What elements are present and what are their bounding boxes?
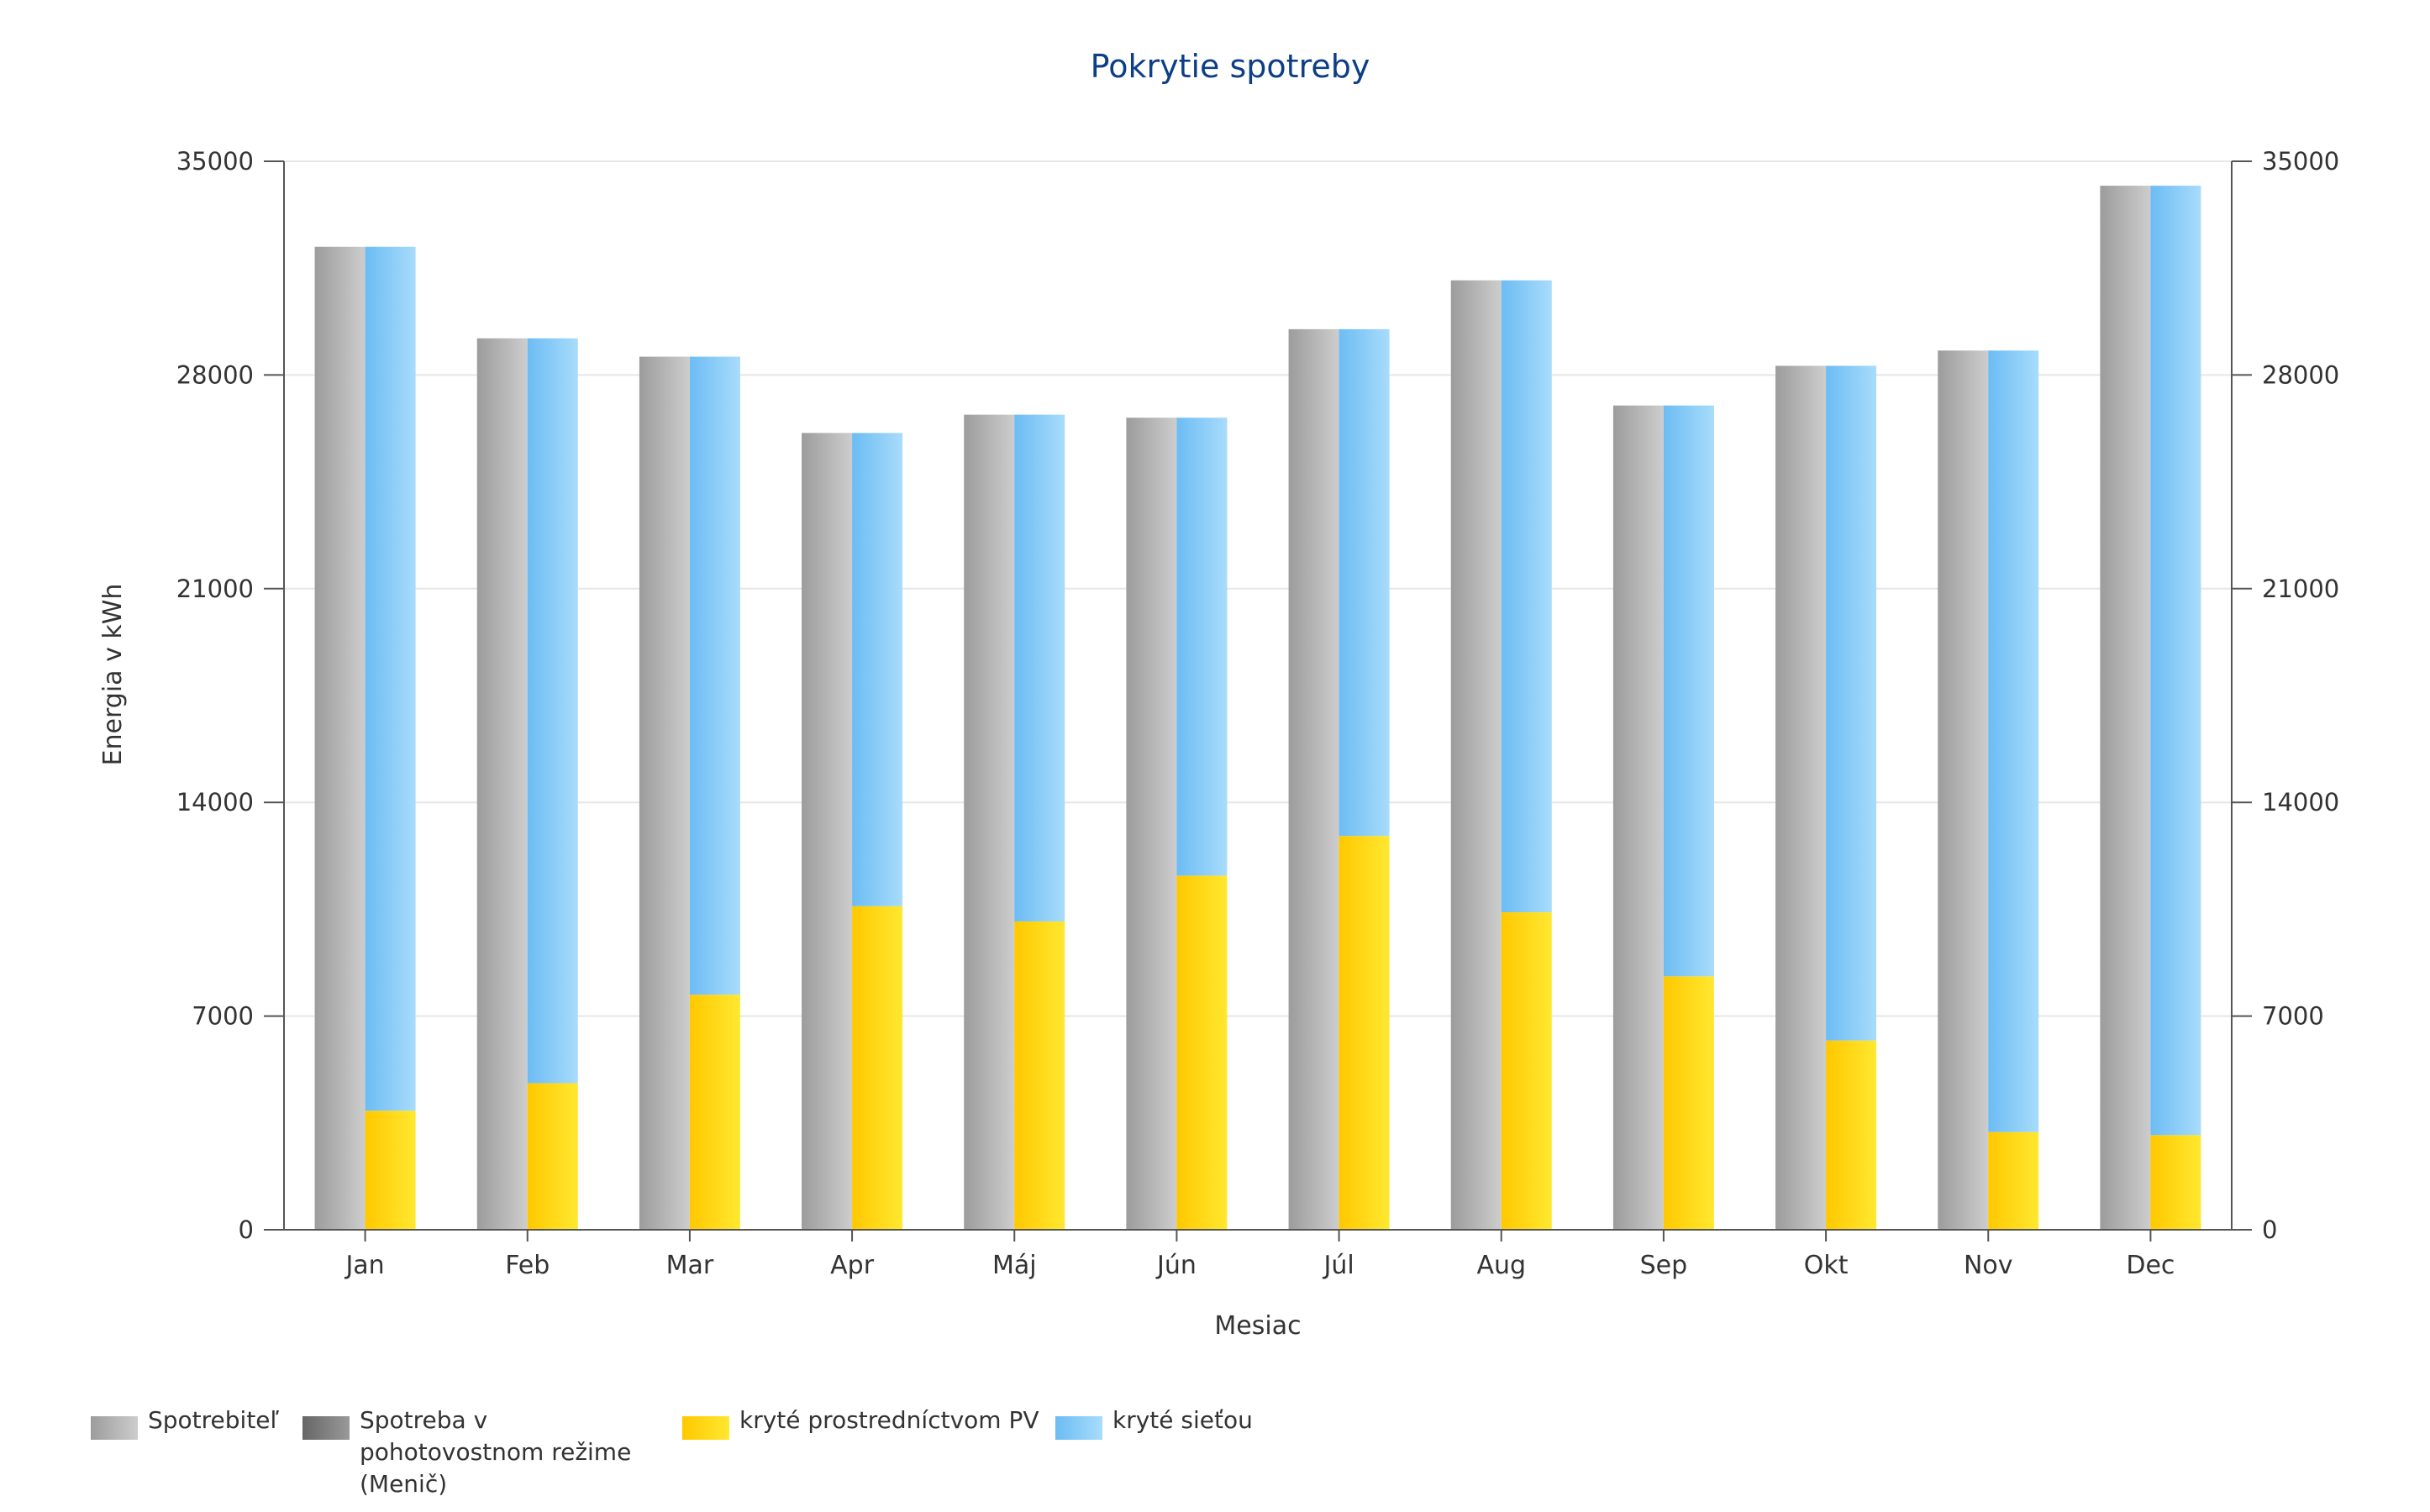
bar-grid [1176, 417, 1228, 876]
chart-title: Pokrytie spotreby [1091, 48, 1370, 85]
x-tick-label: Okt [1804, 1251, 1849, 1280]
bar-grid [1501, 280, 1552, 913]
legend-swatch-grid [1055, 1416, 1102, 1440]
bar-grid [1014, 414, 1065, 921]
legend-swatch-pv [682, 1416, 729, 1440]
y-tick-label-right: 21000 [2262, 575, 2339, 603]
bar-consumer [2100, 186, 2151, 1231]
y-tick-label-left: 14000 [176, 788, 254, 816]
x-tick-label: Mar [666, 1251, 714, 1280]
x-tick-label: Feb [505, 1251, 550, 1280]
y-axis-title: Energia v kWh [98, 584, 128, 766]
x-tick-label: Apr [830, 1251, 875, 1280]
bar-consumer [476, 338, 528, 1230]
x-tick-label: Jan [344, 1251, 384, 1280]
bar-grid [2150, 186, 2201, 1136]
legend-label-standby: Spotreba v pohotovostnom režime (Menič) [360, 1406, 632, 1498]
bar-grid [1663, 405, 1714, 977]
bar-consumer [314, 246, 366, 1230]
y-tick-label-right: 28000 [2262, 360, 2339, 389]
bar-consumer [1288, 328, 1339, 1230]
legend-swatch-consumer [91, 1416, 138, 1440]
x-tick-label: Nov [1964, 1251, 2013, 1280]
y-tick-label-left: 21000 [176, 575, 254, 603]
bar-consumer [1938, 350, 1989, 1231]
y-tick-label-left: 35000 [176, 147, 254, 176]
bar-consumer [1126, 417, 1177, 1230]
bar-consumer [964, 414, 1015, 1230]
bar-pv [2150, 1135, 2201, 1230]
legend-label-consumer: Spotrebiteľ [148, 1406, 280, 1434]
bar-pv [1988, 1131, 2039, 1230]
bar-pv [689, 995, 740, 1230]
x-tick-label: Aug [1476, 1251, 1526, 1280]
legend-swatch-standby [302, 1416, 350, 1440]
bar-consumer [1450, 280, 1502, 1230]
y-tick-label-left: 0 [239, 1215, 254, 1244]
bar-grid [1988, 350, 2039, 1132]
bar-pv [1176, 875, 1228, 1230]
bar-grid [1339, 328, 1390, 837]
legend: Spotrebiteľ Spotreba v pohotovostnom rež… [91, 1404, 2359, 1498]
legend-label-grid: kryté sieťou [1112, 1406, 1253, 1434]
bar-pv [1339, 836, 1390, 1230]
bars [314, 186, 2201, 1231]
y-tick-label-left: 28000 [176, 360, 254, 389]
bar-pv [852, 906, 903, 1230]
bar-consumer [1612, 405, 1664, 1230]
bar-consumer [639, 356, 690, 1231]
x-tick-label: Máj [992, 1251, 1037, 1280]
bar-pv [1014, 921, 1065, 1230]
bar-consumer [802, 433, 853, 1230]
y-tick-label-left: 7000 [192, 1002, 254, 1031]
y-tick-label-right: 14000 [2262, 788, 2339, 816]
bar-grid [852, 433, 903, 906]
bar-grid [689, 356, 740, 995]
bar-grid [527, 338, 578, 1084]
bar-grid [365, 246, 416, 1111]
legend-label-pv: kryté prostredníctvom PV [739, 1406, 1039, 1434]
bar-grid [1826, 365, 1877, 1041]
bar-pv [1501, 912, 1552, 1230]
x-axis-title: Mesiac [1214, 1311, 1301, 1341]
x-tick-label: Dec [2126, 1251, 2175, 1280]
y-tick-label-right: 7000 [2262, 1002, 2324, 1031]
bar-pv [527, 1083, 578, 1230]
bar-pv [1663, 976, 1714, 1230]
bar-pv [1826, 1040, 1877, 1230]
x-tick-label: Júl [1322, 1251, 1354, 1280]
y-tick-label-right: 35000 [2262, 147, 2339, 176]
bar-consumer [1775, 365, 1827, 1231]
bar-pv [365, 1110, 416, 1230]
x-tick-label: Jún [1155, 1251, 1197, 1280]
y-tick-label-right: 0 [2262, 1215, 2277, 1244]
x-tick-label: Sep [1640, 1251, 1688, 1280]
gridlines [284, 160, 2232, 1017]
axes: 0 0 7000 7000 14000 14000 21000 21000 28000 28000… [176, 147, 2340, 1280]
